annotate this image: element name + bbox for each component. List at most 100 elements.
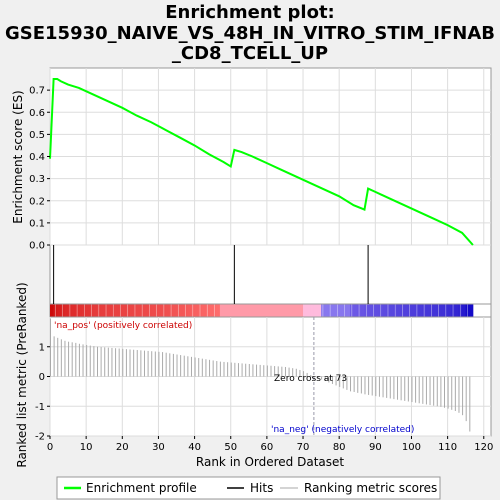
- colorbar-cell: [404, 304, 409, 317]
- x-tick-label: 40: [188, 442, 201, 453]
- x-tick-label: 100: [402, 442, 421, 453]
- colorbar-cell: [234, 304, 239, 317]
- colorbar-cell: [339, 304, 344, 317]
- metric-tick-label: -2: [35, 432, 45, 443]
- colorbar-cell: [143, 304, 148, 317]
- na-pos-label: 'na_pos' (positively correlated): [54, 321, 192, 331]
- colorbar-cell: [353, 304, 358, 317]
- legend-enrichment-label: Enrichment profile: [86, 481, 197, 495]
- colorbar-cell: [100, 304, 105, 317]
- chart-title-line-1: Enrichment plot:: [165, 2, 335, 23]
- colorbar-cell: [248, 304, 253, 317]
- x-axis-ticks: 0 10 20 30 40 50 60 70 80 90 100 110 120: [47, 436, 493, 453]
- x-tick-label: 80: [333, 442, 346, 453]
- ranking-metric-bars: [50, 317, 471, 436]
- colorbar-cell: [270, 304, 275, 317]
- colorbar-cell: [219, 304, 224, 317]
- colorbar-cell: [86, 304, 91, 317]
- colorbar-cell: [136, 304, 141, 317]
- legend: Enrichment profile Hits Ranking metric s…: [56, 476, 441, 500]
- colorbar-cell: [462, 304, 467, 317]
- colorbar-cell: [71, 304, 76, 317]
- x-tick-label: 20: [116, 442, 129, 453]
- colorbar-cell: [227, 304, 232, 317]
- metric-tick-label: 0: [39, 372, 45, 383]
- enrichment-profile-line: [49, 78, 474, 246]
- legend-box: [56, 476, 441, 500]
- colorbar-cell: [324, 304, 329, 317]
- es-tick-label: 0.0: [29, 241, 45, 252]
- colorbar-cell: [382, 304, 387, 317]
- colorbar-cell: [433, 304, 438, 317]
- colorbar-cell: [418, 304, 423, 317]
- legend-hits-label: Hits: [250, 481, 273, 495]
- es-tick-label: 0.5: [29, 130, 45, 141]
- colorbar-cell: [158, 304, 163, 317]
- colorbar-cell: [306, 304, 311, 317]
- metric-tick-label: 1: [39, 342, 45, 353]
- chart-title-line-2: GSE15930_NAIVE_VS_48H_IN_VITRO_STIM_IFNA…: [5, 23, 495, 44]
- colorbar-cell: [440, 304, 445, 317]
- x-tick-label: 70: [297, 442, 310, 453]
- x-tick-label: 60: [261, 442, 274, 453]
- colorbar-cell: [241, 304, 246, 317]
- colorbar-cell: [252, 304, 257, 317]
- colorbar-cell: [129, 304, 134, 317]
- zero-cross-label: Zero cross at 73: [274, 374, 347, 384]
- colorbar-cell: [299, 304, 304, 317]
- es-tick-label: 0.1: [29, 218, 45, 229]
- metric-axis-ticks: 1 0 -1 -2: [35, 342, 50, 443]
- colorbar-cell: [274, 304, 279, 317]
- chart-title-line-3: _CD8_TCELL_UP: [172, 43, 328, 64]
- colorbar-cell: [230, 304, 235, 317]
- metric-grid: [49, 317, 491, 437]
- colorbar-cell: [425, 304, 430, 317]
- x-tick-label: 0: [47, 442, 53, 453]
- x-tick-label: 10: [80, 442, 93, 453]
- colorbar-cell: [209, 304, 214, 317]
- colorbar-cell: [245, 304, 250, 317]
- metric-axis-label: Ranked list metric (PreRanked): [15, 282, 29, 467]
- colorbar-cell: [360, 304, 365, 317]
- es-grid: [49, 68, 491, 246]
- colorbar-cell: [107, 304, 112, 317]
- x-tick-label: 90: [369, 442, 382, 453]
- colorbar-cell: [346, 304, 351, 317]
- colorbar-cell: [281, 304, 286, 317]
- colorbar-cell: [310, 304, 315, 317]
- hits-panel: [49, 244, 492, 305]
- metric-tick-label: -1: [35, 402, 45, 413]
- colorbar-cell: [313, 304, 318, 317]
- es-tick-label: 0.6: [29, 108, 45, 119]
- colorbar-cell: [277, 304, 282, 317]
- x-tick-label: 120: [474, 442, 493, 453]
- colorbar-cell: [172, 304, 177, 317]
- colorbar-cell: [180, 304, 185, 317]
- colorbar-cell: [368, 304, 373, 317]
- hit-lines: [53, 245, 369, 304]
- es-axis-label: Enrichment score (ES): [11, 90, 25, 223]
- es-tick-label: 0.3: [29, 174, 45, 185]
- colorbar-cell: [259, 304, 264, 317]
- rank-colorbar: [50, 304, 474, 317]
- colorbar-cell: [93, 304, 98, 317]
- colorbar-cell: [266, 304, 271, 317]
- es-tick-label: 0.4: [29, 152, 45, 163]
- colorbar-cell: [389, 304, 394, 317]
- colorbar-cell: [317, 304, 322, 317]
- colorbar-cell: [194, 304, 199, 317]
- x-tick-label: 110: [438, 442, 457, 453]
- colorbar-cell: [263, 304, 268, 317]
- es-axis-ticks: 0.0 0.1 0.2 0.3 0.4 0.5 0.6 0.7: [29, 86, 50, 252]
- colorbar-cell: [223, 304, 228, 317]
- colorbar-cell: [284, 304, 289, 317]
- colorbar-cell: [115, 304, 120, 317]
- x-tick-label: 50: [224, 442, 237, 453]
- colorbar-cell: [57, 304, 62, 317]
- colorbar-cell: [397, 304, 402, 317]
- enrichment-profile-line-group: [49, 78, 474, 246]
- colorbar-cell: [331, 304, 336, 317]
- colorbar-cell: [411, 304, 416, 317]
- colorbar-cell: [151, 304, 156, 317]
- colorbar-cell: [122, 304, 127, 317]
